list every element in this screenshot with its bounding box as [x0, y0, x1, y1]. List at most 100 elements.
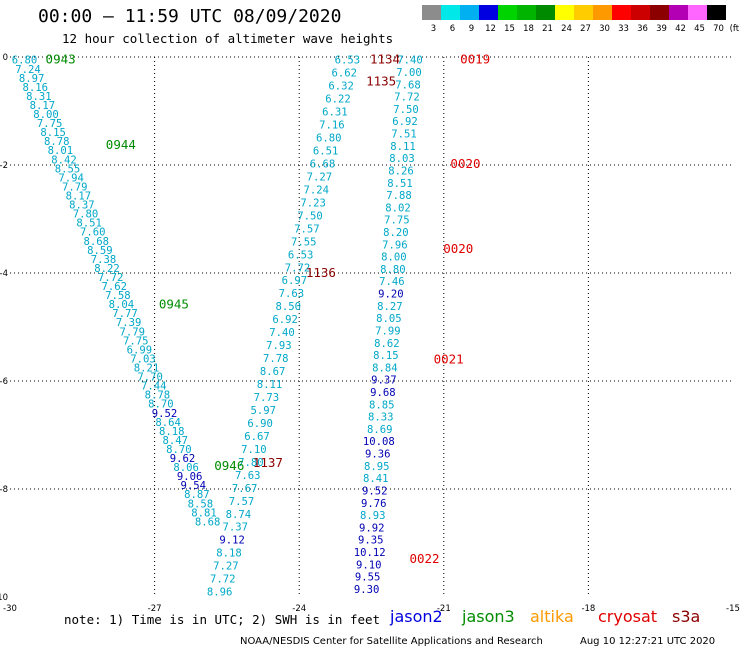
wave-height-value: 8.70 — [148, 399, 174, 411]
wave-height-value: 8.11 — [390, 141, 416, 153]
mission-legend-jason3: jason3 — [462, 607, 515, 626]
wave-height-value: 7.03 — [130, 353, 156, 365]
wave-height-value: 6.62 — [332, 68, 358, 80]
pass-id-label: 0019 — [460, 52, 490, 67]
wave-height-value: 7.72 — [285, 262, 311, 274]
wave-height-value: 8.17 — [30, 100, 56, 112]
wave-height-value: 8.17 — [66, 190, 92, 202]
colorbar-unit: (ft) — [730, 24, 740, 34]
pass-id-label: 0022 — [409, 551, 439, 566]
wave-height-value: 6.67 — [244, 431, 270, 443]
colorbar-tick-label: 21 — [542, 24, 553, 34]
colorbar-tick-label: 24 — [561, 24, 572, 34]
wave-height-value: 9.92 — [359, 522, 385, 534]
pass-id-label: 1136 — [306, 265, 336, 280]
wave-height-value: 7.80 — [238, 457, 264, 469]
wave-height-value: 7.99 — [375, 325, 401, 337]
colorbar-tick-label: 6 — [450, 24, 455, 34]
wave-height-value: 8.69 — [367, 424, 393, 436]
wave-height-value: 8.78 — [145, 390, 171, 402]
colorbar-swatch — [555, 5, 574, 20]
x-tick-label: -18 — [581, 604, 595, 614]
wave-height-value: 7.40 — [397, 55, 423, 67]
wave-height-value: 8.84 — [372, 362, 398, 374]
wave-height-value: 8.41 — [363, 473, 389, 485]
x-tick-label: -27 — [148, 604, 162, 614]
wave-height-value: 8.31 — [26, 91, 52, 103]
wave-height-value: 8.02 — [385, 202, 411, 214]
wave-height-value: 8.68 — [84, 236, 110, 248]
wave-height-value: 7.72 — [394, 92, 420, 104]
wave-height-value: 9.35 — [358, 535, 384, 547]
wave-height-value: 8.00 — [381, 252, 407, 264]
wave-height-value: 8.42 — [51, 154, 77, 166]
wave-height-value: 7.75 — [384, 215, 410, 227]
wave-height-value: 6.99 — [127, 344, 153, 356]
colorbar-tick-label: 15 — [504, 24, 515, 34]
colorbar-swatch — [479, 5, 498, 20]
wave-height-value: 7.27 — [307, 171, 333, 183]
wave-height-points: 6.807.248.978.168.318.178.007.758.158.78… — [12, 55, 423, 599]
wave-height-value: 7.37 — [222, 522, 248, 534]
mission-legend-altika: altika — [530, 607, 574, 626]
wave-height-value: 6.68 — [310, 158, 336, 170]
wave-height-value: 8.15 — [373, 350, 399, 362]
wave-height-value: 8.68 — [195, 516, 221, 528]
mission-legend-cryosat: cryosat — [598, 607, 658, 626]
wave-height-value: 8.93 — [360, 510, 386, 522]
wave-height-value: 9.36 — [365, 449, 391, 461]
pass-id-label: 0946 — [214, 458, 244, 473]
wave-height-value: 7.72 — [210, 574, 236, 586]
wave-height-value: 7.10 — [241, 444, 267, 456]
wave-height-value: 8.33 — [368, 412, 394, 424]
chart-subtitle: 12 hour collection of altimeter wave hei… — [62, 31, 394, 46]
wave-height-value: 7.94 — [58, 172, 84, 184]
wave-height-value: 8.21 — [134, 363, 160, 375]
wave-height-value: 9.68 — [370, 387, 396, 399]
colorbar-swatch — [574, 5, 593, 20]
wave-height-value: 7.75 — [37, 118, 63, 130]
credit-line: NOAA/NESDIS Center for Satellite Applica… — [240, 636, 543, 647]
y-tick-label: 0 — [3, 53, 8, 63]
colorbar-tick-label: 33 — [618, 24, 629, 34]
wave-height-value: 9.52 — [152, 408, 178, 420]
chart-title: 00:00 – 11:59 UTC 08/09/2020 — [38, 6, 342, 27]
colorbar-tick-label: 3 — [431, 24, 436, 34]
pass-id-label: 1134 — [370, 52, 400, 67]
wave-height-value: 8.96 — [207, 587, 233, 599]
colorbar-swatch — [441, 5, 460, 20]
colorbar-swatch — [517, 5, 536, 20]
wave-height-value: 8.80 — [380, 264, 406, 276]
wave-height-value: 6.22 — [325, 94, 351, 106]
wave-height-value: 7.39 — [116, 317, 142, 329]
wave-height-value: 9.20 — [378, 289, 404, 301]
wave-height-value: 8.47 — [163, 435, 189, 447]
pass-id-label: 0944 — [106, 137, 136, 152]
pass-id-label: 1137 — [253, 455, 283, 470]
wave-height-value: 8.22 — [94, 263, 120, 275]
wave-height-value: 8.87 — [184, 489, 210, 501]
colorbar-swatch — [460, 5, 479, 20]
colorbar-swatch — [536, 5, 555, 20]
wave-height-value: 8.70 — [166, 444, 192, 456]
wave-height-value: 9.55 — [355, 572, 381, 584]
wave-height-value: 8.50 — [275, 301, 301, 313]
y-tick-label: -2 — [0, 161, 8, 171]
wave-height-value: 6.31 — [322, 107, 348, 119]
colorbar-tick-label: 18 — [523, 24, 534, 34]
wave-height-value: 7.70 — [137, 372, 163, 384]
wave-height-value: 7.58 — [105, 290, 131, 302]
colorbar-swatch — [593, 5, 612, 20]
pass-id-label: 0020 — [450, 156, 480, 171]
pass-labels: 0943 0944 0945 0946 1134 1135 1136 1137 0019 0020… — [46, 52, 491, 567]
colorbar-swatch — [612, 5, 631, 20]
wave-height-value: 8.67 — [260, 366, 286, 378]
wave-height-value: 7.40 — [269, 327, 295, 339]
colorbar-swatch — [669, 5, 688, 20]
wave-height-value: 8.00 — [33, 109, 59, 121]
wave-height-value: 9.52 — [362, 485, 388, 497]
wave-height-value: 6.92 — [392, 116, 418, 128]
wave-height-value: 7.72 — [98, 272, 124, 284]
wave-height-value: 7.79 — [119, 326, 145, 338]
wave-height-value: 7.88 — [386, 190, 412, 202]
